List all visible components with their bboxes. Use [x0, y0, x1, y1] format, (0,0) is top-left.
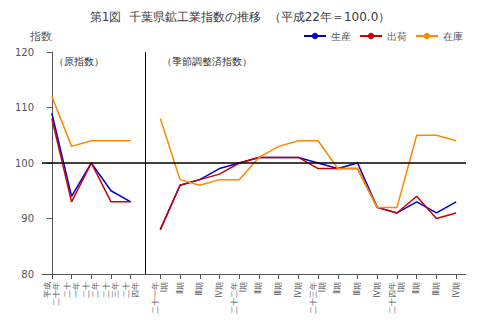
svg-text:三年: 三年: [111, 282, 120, 298]
svg-text:Ⅲ期: Ⅲ期: [195, 282, 204, 296]
svg-text:二年: 二年: [91, 282, 100, 298]
svg-text:二十一年: 二十一年: [151, 282, 160, 314]
svg-text:Ⅲ期: Ⅲ期: [432, 282, 441, 296]
svg-text:出荷: 出荷: [387, 31, 407, 42]
svg-text:二十: 二十: [102, 282, 111, 298]
svg-text:100: 100: [15, 158, 34, 169]
svg-text:Ⅳ期: Ⅳ期: [215, 282, 224, 297]
svg-text:80: 80: [21, 269, 34, 280]
svg-text:Ⅳ期: Ⅳ期: [294, 282, 303, 297]
svg-text:Ⅱ期: Ⅱ期: [333, 282, 342, 294]
svg-text:二十: 二十: [82, 282, 91, 298]
svg-text:（季節調整済指数）: （季節調整済指数）: [162, 56, 252, 67]
svg-text:Ⅲ期: Ⅲ期: [274, 282, 283, 296]
svg-text:二十年: 二十年: [52, 282, 61, 306]
svg-text:Ⅳ期: Ⅳ期: [452, 282, 461, 297]
svg-text:生産: 生産: [331, 31, 351, 42]
svg-text:二十二年: 二十二年: [230, 282, 239, 314]
svg-text:第1図 千葉県鉱工業指数の推移 （平成22年＝100.0: 第1図 千葉県鉱工業指数の推移 （平成22年＝100.0）: [90, 10, 391, 24]
svg-text:二十三年: 二十三年: [309, 282, 318, 314]
svg-text:（原指数）: （原指数）: [54, 56, 104, 67]
svg-text:二十: 二十: [122, 282, 131, 298]
svg-text:Ⅳ期: Ⅳ期: [373, 282, 382, 297]
svg-text:Ⅰ期: Ⅰ期: [160, 282, 169, 292]
svg-text:Ⅱ期: Ⅱ期: [176, 282, 185, 294]
svg-text:120: 120: [15, 47, 34, 58]
svg-text:Ⅰ期: Ⅰ期: [239, 282, 248, 292]
svg-text:Ⅰ期: Ⅰ期: [318, 282, 327, 292]
svg-text:四年: 四年: [131, 282, 140, 298]
svg-text:90: 90: [21, 213, 34, 224]
svg-text:平成: 平成: [43, 282, 52, 298]
svg-text:Ⅲ期: Ⅲ期: [353, 282, 362, 296]
svg-text:二十: 二十: [63, 282, 72, 298]
svg-text:二十四年: 二十四年: [388, 282, 397, 314]
svg-text:110: 110: [15, 102, 34, 113]
svg-text:Ⅱ期: Ⅱ期: [412, 282, 421, 294]
svg-text:一年: 一年: [72, 282, 81, 298]
svg-text:Ⅱ期: Ⅱ期: [254, 282, 263, 294]
svg-text:Ⅰ期: Ⅰ期: [397, 282, 406, 292]
svg-text:在庫: 在庫: [443, 31, 463, 42]
svg-text:指数: 指数: [29, 30, 52, 43]
